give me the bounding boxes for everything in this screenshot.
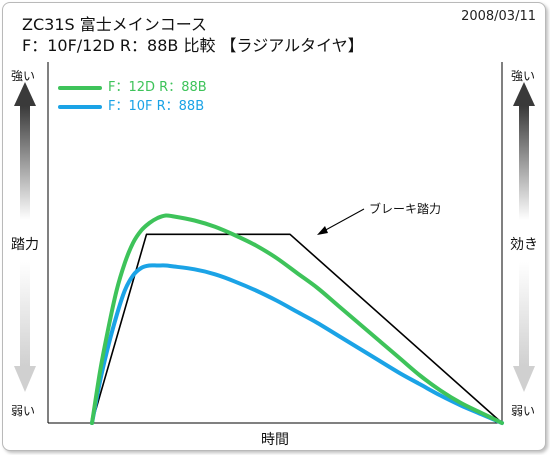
legend-swatch-green xyxy=(58,85,102,90)
legend-label-blue: F：10F R：88B xyxy=(108,99,205,114)
right-axis-bottom-label: 弱い xyxy=(511,404,536,418)
series-line-green xyxy=(90,213,504,425)
arrow-up-gradient-icon xyxy=(513,82,535,220)
legend-label-green: F：12D R：88B xyxy=(108,80,207,95)
arrow-down-gradient-icon xyxy=(513,262,535,392)
x-axis-label: 時間 xyxy=(261,432,289,448)
chart-frame xyxy=(2,2,546,451)
left-axis-bottom-label: 弱い xyxy=(11,404,36,418)
arrow-down-gradient-icon xyxy=(14,262,36,392)
annotation-arrow xyxy=(317,208,365,235)
chart-title-line2: F：10F/12D R：88B 比較 【ラジアルタイヤ】 xyxy=(22,36,364,55)
chart-date: 2008/03/11 xyxy=(461,9,536,24)
legend-item-green: F：12D R：88B xyxy=(58,76,207,95)
right-axis-top-label: 強い xyxy=(511,69,536,83)
legend-swatch-blue xyxy=(58,104,102,109)
right-axis-title: 効き xyxy=(510,237,538,253)
annotation-label: ブレーキ踏力 xyxy=(369,202,442,216)
series-line-blue xyxy=(90,263,504,425)
series-layer xyxy=(90,213,504,425)
arrow-up-gradient-icon xyxy=(14,82,36,220)
left-axis-title: 踏力 xyxy=(11,237,39,253)
legend-item-blue: F：10F R：88B xyxy=(58,95,204,114)
left-axis-top-label: 強い xyxy=(11,69,36,83)
series-line-brake-force xyxy=(91,233,503,424)
chart-title-line1: ZC31S 富士メインコース xyxy=(22,15,207,34)
